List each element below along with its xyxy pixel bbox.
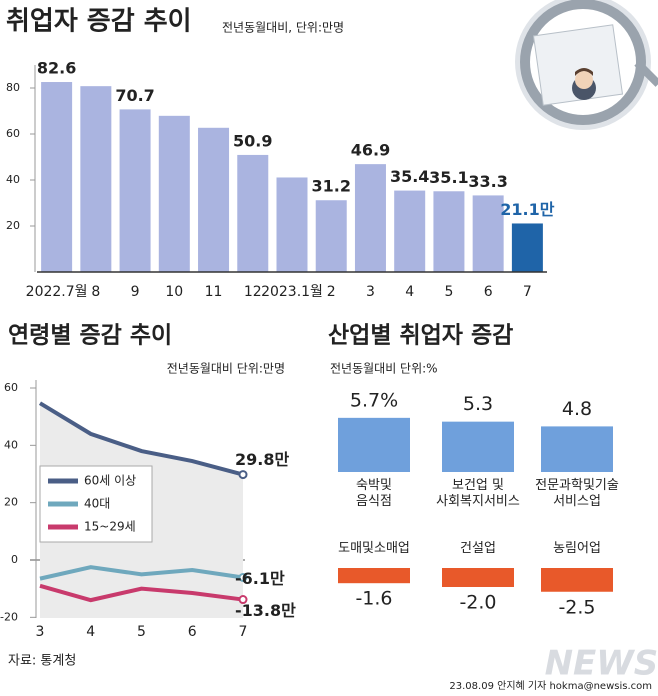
bar (541, 426, 613, 472)
x-tick-label: 4 (86, 624, 95, 640)
x-tick-label: 3 (366, 284, 375, 300)
bar (119, 109, 151, 272)
y-tick-label: 60 (6, 127, 20, 140)
bar (198, 127, 230, 272)
chart-subtitle: 전년동월대비, 단위:만명 (222, 21, 344, 35)
data-label: 46.9 (351, 141, 390, 160)
bar (442, 421, 514, 472)
bar (511, 223, 543, 272)
end-point (238, 470, 248, 480)
bar (237, 154, 269, 272)
illustration (515, 0, 658, 130)
category-label: 농림어업 (553, 541, 601, 556)
watermark: NEWSIS (545, 644, 658, 684)
x-tick-label: 2 (327, 284, 336, 300)
category-label: 건설업 (460, 541, 496, 556)
data-label: 5.3 (463, 393, 493, 415)
y-tick-label: 0 (11, 553, 18, 566)
data-label: 5.7% (350, 389, 398, 411)
source: 자료: 통계청 (8, 654, 76, 669)
data-label: -2.0 (459, 592, 496, 614)
credit: 23.08.09 안지혜 기자 hokma@newsis.com (449, 680, 652, 692)
x-tick-label: 8 (91, 284, 100, 300)
x-tick-label: 12 (244, 284, 262, 300)
data-label: 70.7 (115, 86, 154, 105)
x-tick-label: 9 (131, 284, 140, 300)
y-tick-label: -20 (0, 610, 18, 623)
x-tick-label: 2023.1월 (261, 284, 323, 300)
x-tick-label: 10 (165, 284, 183, 300)
x-tick-label: 6 (484, 284, 493, 300)
bar (472, 195, 504, 272)
bar (276, 177, 308, 272)
bar (338, 568, 410, 584)
legend-label: 40대 (84, 497, 110, 511)
y-tick-label: 20 (4, 496, 18, 509)
bar (80, 86, 112, 272)
chart-subtitle: 전년동월대비 단위:% (330, 362, 438, 376)
chart-subtitle: 전년동월대비 단위:만명 (167, 362, 285, 376)
category-label: 도매및소매업 (338, 541, 410, 556)
data-label: 21.1만 (500, 200, 554, 219)
line (39, 583, 244, 603)
y-tick-label: 80 (6, 81, 20, 94)
bar (158, 115, 190, 272)
bar (354, 164, 386, 272)
line (39, 565, 244, 581)
line (38, 401, 244, 477)
data-label: -13.8만 (235, 601, 296, 620)
y-tick-label: 40 (6, 173, 20, 186)
category-label: 숙박및 음식점 (356, 478, 392, 509)
y-tick-label: 60 (4, 381, 18, 394)
chart-title: 산업별 취업자 증감 (328, 323, 513, 349)
y-tick-label: 40 (4, 438, 18, 451)
bar (41, 82, 73, 273)
data-label: -6.1만 (235, 569, 285, 588)
data-label: 35.1 (429, 168, 468, 187)
bar (442, 568, 514, 587)
x-tick-label: 3 (36, 624, 45, 640)
data-label: 35.4 (390, 167, 429, 186)
x-tick-label: 11 (205, 284, 223, 300)
bar (433, 191, 465, 272)
data-label: 29.8만 (235, 450, 289, 469)
data-label: 31.2 (311, 177, 350, 196)
category-label: 전문과학및기술 서비스업 (535, 478, 619, 509)
x-tick-label: 2022.7월 (26, 284, 88, 300)
data-label: 33.3 (468, 172, 507, 191)
chart-title: 취업자 증감 추이 (6, 7, 192, 37)
bar (394, 190, 426, 272)
end-point (238, 572, 248, 582)
bar (338, 417, 410, 472)
data-label: 82.6 (37, 59, 76, 78)
end-point (238, 595, 248, 605)
x-tick-label: 6 (188, 624, 197, 640)
data-label: -1.6 (355, 588, 392, 610)
x-tick-label: 4 (405, 284, 414, 300)
legend-label: 15~29세 (84, 520, 136, 534)
data-label: -2.5 (558, 596, 595, 618)
data-label: 50.9 (233, 131, 272, 150)
chart-title: 연령별 증감 추이 (8, 323, 172, 349)
x-tick-label: 7 (239, 624, 248, 640)
bar (315, 200, 347, 272)
category-label: 보건업 및 사회복지서비스 (436, 478, 520, 509)
legend-label: 60세 이상 (84, 474, 136, 488)
bar (541, 568, 613, 592)
x-tick-label: 5 (137, 624, 146, 640)
data-label: 4.8 (562, 398, 592, 420)
x-tick-label: 7 (523, 284, 532, 300)
y-tick-label: 20 (6, 219, 20, 232)
x-tick-label: 5 (444, 284, 453, 300)
